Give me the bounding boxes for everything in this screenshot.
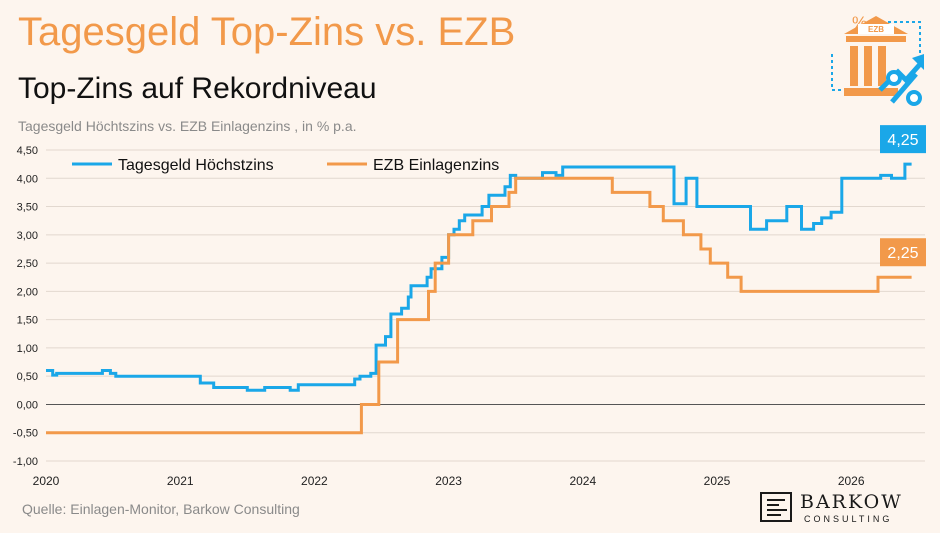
x-tick-label: 2021 [167,474,194,488]
series-line-0 [46,162,912,392]
logo-mark-icon [760,492,792,522]
x-tick-label: 2024 [569,474,596,488]
legend-label-0: Tagesgeld Höchstzins [118,157,274,174]
y-tick-label: -1,00 [13,456,38,468]
source-note: Quelle: Einlagen-Monitor, Barkow Consult… [22,501,300,517]
x-tick-label: 2025 [704,474,731,488]
callout-box-1 [880,238,926,267]
legend-label-1: EZB Einlagenzins [373,157,499,174]
y-tick-label: 3,50 [17,202,38,214]
x-tick-label: 2022 [301,474,328,488]
y-tick-label: 4,00 [17,173,38,185]
callout-label-1: 2,25 [887,245,918,262]
grid-lines [46,149,925,462]
y-tick-label: 2,50 [17,258,38,270]
y-tick-label: -0,50 [13,428,38,440]
series-line-1 [46,176,912,435]
logo-name: BARKOW [800,491,903,513]
y-tick-label: 4,50 [17,145,38,157]
x-tick-label: 2023 [435,474,462,488]
chart-subtitle: Top-Zins auf Rekordniveau [18,72,377,105]
callout-label-0: 4,25 [887,132,918,149]
y-tick-label: 2,00 [17,286,38,298]
callout-box-0 [880,125,926,154]
x-tick-label: 2026 [838,474,865,488]
y-tick-label: 1,50 [17,315,38,327]
x-axis: 2020 2021 2022 2023 2024 2025 2026 [33,474,865,488]
value-callouts: 4,25 2,25 [880,125,926,267]
chart-description: Tagesgeld Höchtszins vs. EZB Einlagenzin… [18,118,357,134]
y-tick-label: 0,00 [17,399,38,411]
y-tick-label: 3,00 [17,230,38,242]
bank-percent-icon: % EZB [831,13,924,106]
y-tick-label: 1,00 [17,343,38,355]
y-axis: 4,50 4,00 3,50 3,00 2,50 2,00 1,50 1,00 0,50 0,00… [13,145,38,468]
series-lines [46,162,912,435]
chart-title: Tagesgeld Top-Zins vs. EZB [18,10,516,54]
barkow-logo: BARKOW CONSULTING [760,490,932,526]
x-tick-label: 2020 [33,474,60,488]
y-tick-label: 0,50 [17,371,38,383]
svg-text:EZB: EZB [868,25,884,34]
legend: Tagesgeld Höchstzins EZB Einlagenzins [72,157,499,174]
logo-subtitle: CONSULTING [804,514,893,524]
